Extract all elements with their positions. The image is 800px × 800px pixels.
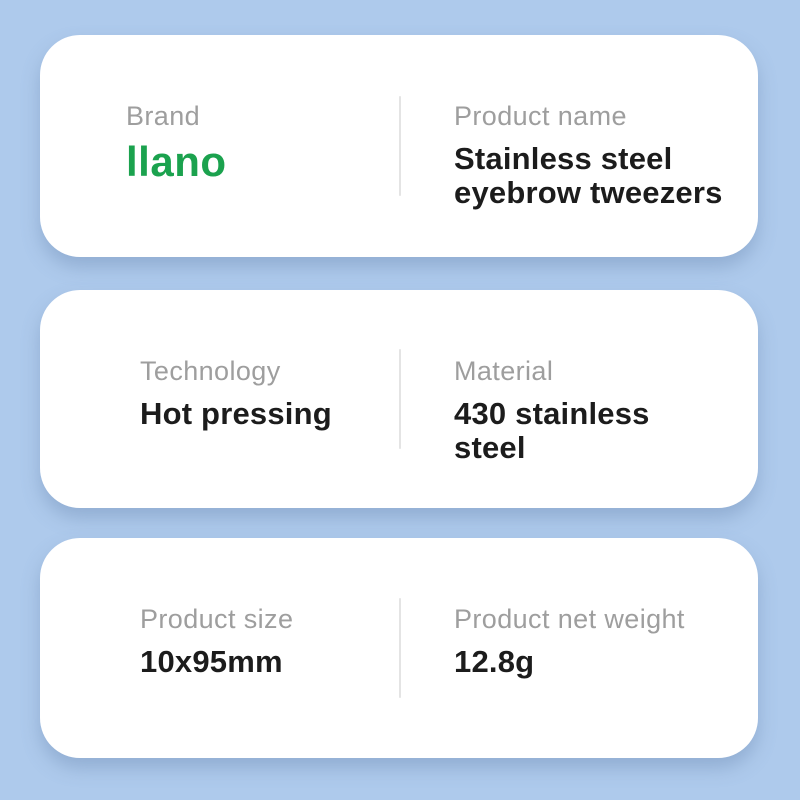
product-size-label: Product size — [140, 604, 294, 634]
spec-cell-technology: Technology Hot pressing — [40, 290, 399, 508]
spec-cell-size: Product size 10x95mm — [40, 538, 399, 758]
spec-card-technology: Technology Hot pressing Material 430 sta… — [40, 290, 758, 508]
technology-label: Technology — [140, 356, 281, 386]
technology-value: Hot pressing — [140, 396, 332, 431]
spec-cell-product-name: Product name Stainless steel eyebrow twe… — [401, 35, 758, 257]
product-size-value: 10x95mm — [140, 644, 283, 679]
spec-cell-net-weight: Product net weight 12.8g — [401, 538, 758, 758]
product-name-value: Stainless steel eyebrow tweezers — [454, 141, 723, 210]
spec-cell-material: Material 430 stainless steel — [401, 290, 758, 508]
spec-card-brand: Brand llano Product name Stainless steel… — [40, 35, 758, 257]
brand-label: Brand — [126, 101, 201, 131]
column-divider — [399, 96, 401, 196]
brand-logo: llano — [126, 138, 227, 185]
spec-card-size-weight: Product size 10x95mm Product net weight … — [40, 538, 758, 758]
material-label: Material — [454, 356, 554, 386]
column-divider — [399, 349, 401, 449]
column-divider — [399, 598, 401, 698]
net-weight-value: 12.8g — [454, 644, 535, 679]
product-name-label: Product name — [454, 101, 627, 131]
spec-cell-brand: Brand llano — [40, 35, 399, 257]
material-value: 430 stainless steel — [454, 396, 650, 465]
net-weight-label: Product net weight — [454, 604, 685, 634]
